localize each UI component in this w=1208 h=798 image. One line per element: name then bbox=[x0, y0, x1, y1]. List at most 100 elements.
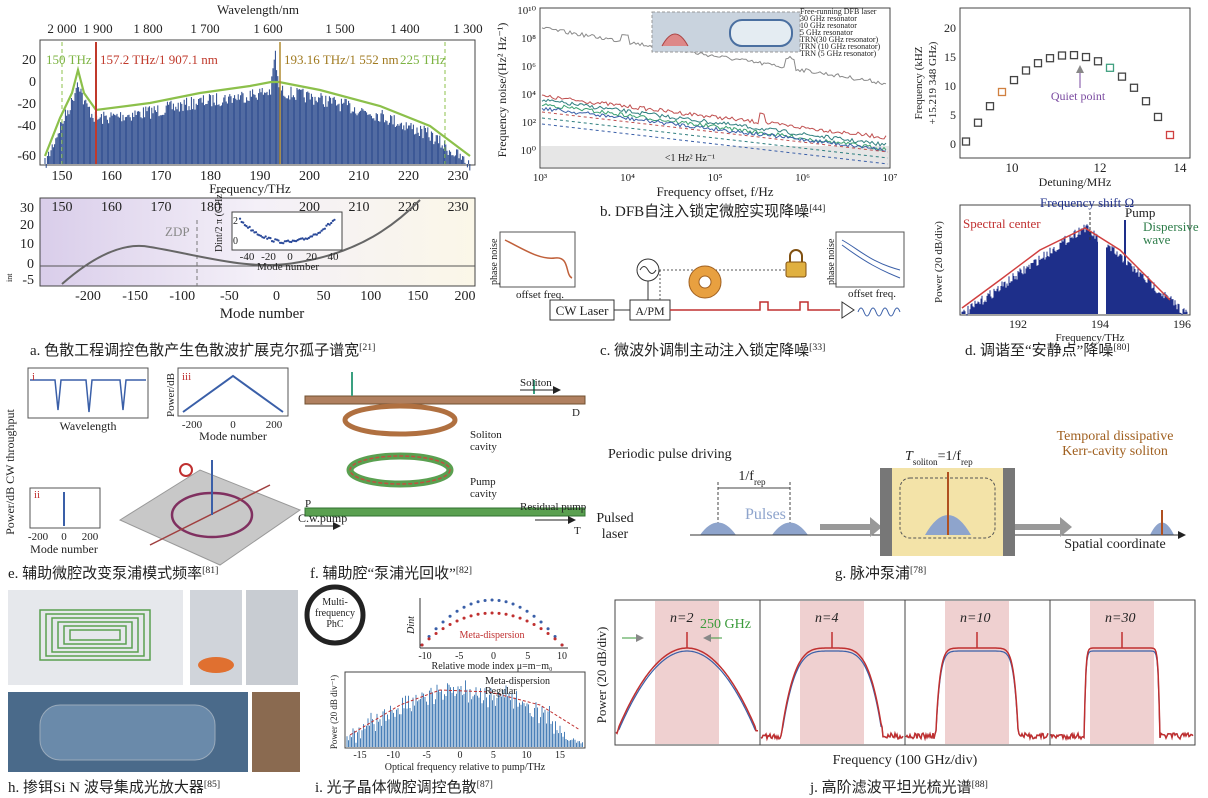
label: Pump bbox=[1125, 205, 1155, 220]
decor bbox=[997, 87, 1007, 97]
decor bbox=[1045, 54, 1055, 63]
decor bbox=[1033, 59, 1043, 68]
tick-label: 196 bbox=[1173, 317, 1191, 331]
text-part: [82] bbox=[456, 565, 472, 576]
decor bbox=[1081, 52, 1091, 62]
tick-label: 0 bbox=[950, 137, 956, 151]
tick-label: 10 bbox=[522, 750, 532, 761]
tick-label: 0 bbox=[230, 419, 236, 431]
caption: h. 掺铒Si N 波导集成光放大器[85] bbox=[8, 779, 220, 797]
decor bbox=[800, 601, 864, 744]
tick-label: 10⁴ bbox=[521, 89, 536, 101]
decor bbox=[661, 33, 689, 47]
tick-label: 194 bbox=[1091, 317, 1109, 331]
decor bbox=[698, 275, 712, 289]
label: cavity bbox=[470, 488, 497, 500]
tick-label: 200 bbox=[299, 169, 320, 184]
label: phase noise bbox=[826, 238, 837, 285]
decor bbox=[961, 224, 1188, 316]
text-part: 1/f bbox=[738, 469, 754, 484]
tick-label: 10⁶ bbox=[521, 61, 536, 73]
decor bbox=[729, 19, 793, 47]
label: 225 THz bbox=[400, 52, 446, 67]
tick-label: 15 bbox=[555, 750, 565, 761]
tick-label: 1 600 bbox=[253, 21, 282, 36]
axis-title: Wavelength/nm bbox=[217, 2, 299, 17]
decor bbox=[1153, 112, 1163, 122]
decor bbox=[659, 269, 790, 300]
text-part: rep bbox=[754, 477, 766, 487]
tick-label: 210 bbox=[349, 169, 370, 184]
tick-label: -40 bbox=[240, 251, 255, 263]
label: offset freq. bbox=[848, 288, 896, 300]
label: Optical frequency relative to pump/THz bbox=[385, 762, 546, 773]
decor bbox=[43, 65, 471, 157]
label: 157.2 THz/1 907.1 nm bbox=[100, 52, 218, 67]
label: Frequency (100 GHz/div) bbox=[833, 753, 978, 768]
label: offset freq. bbox=[516, 289, 564, 301]
text-part: [81] bbox=[202, 565, 218, 576]
decor bbox=[304, 395, 586, 405]
tick-label: 1 700 bbox=[190, 21, 219, 36]
decor bbox=[57, 621, 133, 649]
label: Tsoliton=1/frep bbox=[905, 449, 973, 467]
tick-label: -200 bbox=[28, 531, 49, 543]
caption: e. 辅助微腔改变泵浦模式频率[81] bbox=[8, 565, 218, 583]
text-part: c. 微波外调制主动注入锁定降噪 bbox=[600, 342, 809, 359]
decor bbox=[841, 301, 855, 319]
decor bbox=[504, 239, 573, 279]
text-part: [33] bbox=[809, 342, 825, 353]
tick-label: 192 bbox=[1009, 317, 1027, 331]
decor bbox=[1069, 50, 1079, 60]
text-part: rep bbox=[961, 457, 973, 467]
decor bbox=[1090, 601, 1154, 744]
decor bbox=[420, 611, 564, 647]
decor bbox=[499, 231, 576, 288]
text-part: f. 辅助腔“泵浦光回收” bbox=[310, 565, 456, 582]
label: Spatial coordinate bbox=[1064, 537, 1165, 552]
tick-label: 180 bbox=[200, 169, 221, 184]
decor bbox=[1105, 63, 1115, 72]
tick-label: 12 bbox=[1094, 160, 1107, 175]
tick-label: 0 bbox=[273, 289, 280, 304]
tick-label: 15 bbox=[944, 50, 956, 64]
tick-label: 20 bbox=[306, 251, 318, 263]
decor bbox=[1057, 51, 1067, 60]
decor bbox=[541, 117, 889, 159]
label: iii bbox=[182, 371, 191, 383]
label: Temporal dissipative bbox=[1057, 429, 1174, 444]
decor bbox=[39, 704, 216, 761]
tick-label: 20 bbox=[22, 53, 36, 68]
decor bbox=[1117, 72, 1127, 81]
label: n=4 bbox=[815, 611, 838, 626]
tick-label: 100 bbox=[360, 289, 381, 304]
tick-label: 230 bbox=[448, 200, 469, 215]
decor bbox=[841, 239, 901, 279]
decor bbox=[63, 625, 127, 645]
tick-label: 1 900 bbox=[83, 21, 112, 36]
axis-title: Frequency offset, f/Hz bbox=[656, 184, 773, 199]
label: T bbox=[574, 525, 581, 537]
tick-label: -10 bbox=[387, 750, 400, 761]
tick-label: 200 bbox=[299, 200, 320, 215]
label: Dint bbox=[406, 616, 417, 635]
tick-label: 1 500 bbox=[325, 21, 354, 36]
text-part: e. 辅助微腔改变泵浦模式频率 bbox=[8, 565, 202, 582]
tick-label: 20 bbox=[20, 218, 34, 233]
axis-title: Mode number bbox=[220, 306, 305, 322]
tick-label: 0 bbox=[61, 531, 67, 543]
label: Power (20 dB/div) bbox=[594, 627, 609, 724]
tick-label: -5 bbox=[22, 273, 34, 288]
label: Soliton bbox=[470, 429, 502, 441]
decor bbox=[541, 103, 887, 151]
decor bbox=[541, 94, 887, 140]
label: Regular bbox=[485, 686, 517, 697]
label: Mode number bbox=[257, 261, 319, 273]
tick-label: 150 bbox=[407, 289, 428, 304]
decor bbox=[61, 199, 421, 285]
decor bbox=[349, 455, 451, 485]
tick-label: -100 bbox=[169, 289, 195, 304]
tick-label: 1 800 bbox=[133, 21, 162, 36]
label: wave bbox=[1143, 232, 1171, 247]
label: Spectral center bbox=[963, 216, 1041, 231]
